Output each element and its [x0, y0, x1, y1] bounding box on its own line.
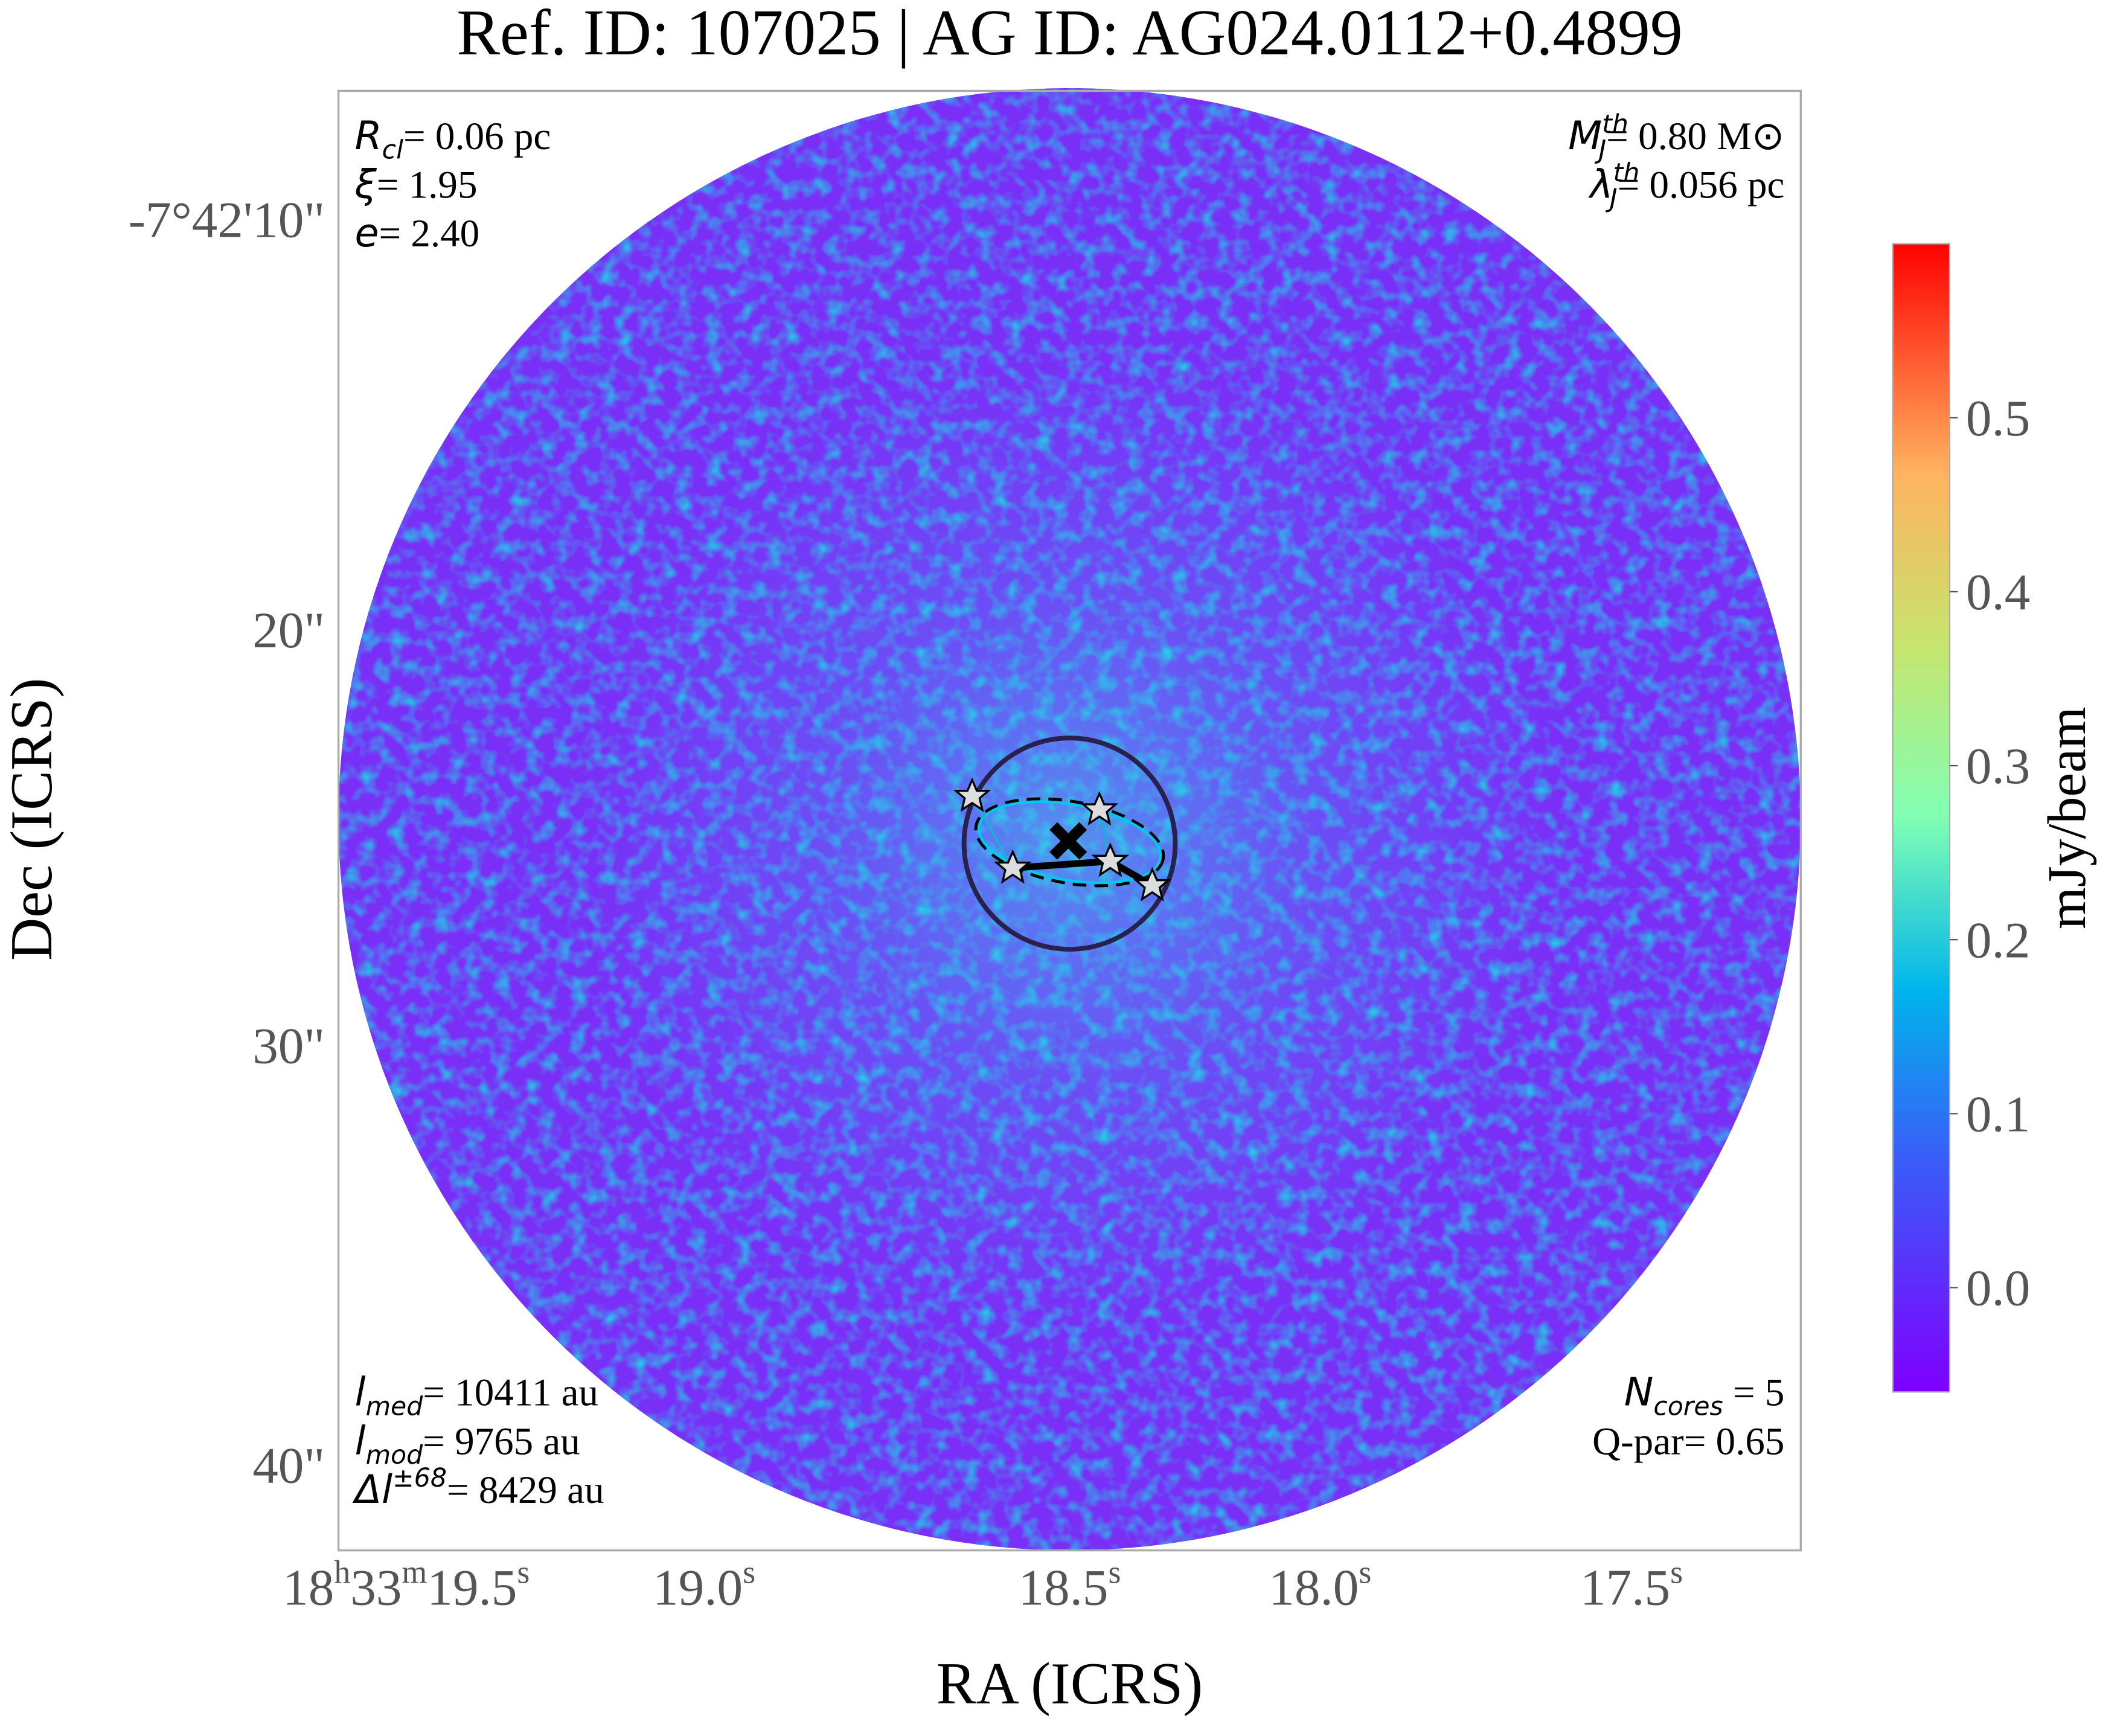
- annotation-symbol: M: [1568, 114, 1602, 159]
- annotation-symbol: ξ: [354, 162, 377, 208]
- plot-frame: [337, 89, 1802, 1552]
- annotation-text: = 0.056 pc: [1618, 164, 1785, 207]
- colorbar-tick-label: 0.0: [1966, 1260, 2030, 1317]
- annotation: lmod= 9765 au: [354, 1418, 580, 1470]
- annotation-text: = 0.80 M⊙: [1606, 115, 1784, 158]
- annotation-symbol: R: [354, 114, 382, 159]
- y-tick-label: 40": [252, 1438, 325, 1494]
- annotation: λth J= 0.056 pc: [1588, 158, 1784, 214]
- colorbar-tick-label: 0.4: [1966, 564, 2030, 621]
- y-axis-label: Dec (ICRS): [0, 678, 65, 961]
- annotation: Rcl= 0.06 pc: [354, 114, 551, 165]
- annotation-subscript: mod: [366, 1440, 424, 1470]
- annotation-symbol: N: [1624, 1370, 1654, 1415]
- intensity-map: [338, 88, 1801, 1551]
- annotation-text: = 9765 au: [423, 1420, 580, 1463]
- y-tick-label: 30": [252, 1017, 325, 1074]
- annotation: Mth J= 0.80 M⊙: [1568, 109, 1784, 165]
- x-axis-label: RA (ICRS): [937, 1651, 1203, 1717]
- annotation-text: = 1.95: [377, 164, 478, 207]
- annotation-text: = 8429 au: [447, 1469, 604, 1512]
- colorbar-tick-label: 0.1: [1966, 1086, 2030, 1142]
- annotation-text: = 5: [1723, 1371, 1785, 1415]
- colorbar-tick-label: 0.3: [1966, 738, 2030, 795]
- x-tick-label: 18.5s: [1018, 1554, 1121, 1616]
- annotation-text: = 10411 au: [423, 1371, 598, 1415]
- colorbar-tick-label: 0.5: [1966, 390, 2030, 447]
- annotation-text: = 0.65: [1684, 1420, 1785, 1463]
- y-tick-label: -7°42'10": [129, 192, 325, 249]
- annotation: ξ= 1.95: [354, 162, 477, 208]
- colorbar: [1892, 243, 1951, 1393]
- core-overlay: [953, 735, 1178, 952]
- annotation-superscript: th: [1602, 109, 1628, 139]
- x-tick-label: 18h33m19.5s: [283, 1554, 530, 1616]
- annotation-superscript: ±68: [392, 1463, 447, 1493]
- annotation: Q-par= 0.65: [1592, 1420, 1784, 1463]
- annotation-symbol: λ: [1588, 162, 1613, 208]
- annotation: Ncores = 5: [1624, 1370, 1785, 1422]
- annotation-subscript: cl: [382, 135, 403, 165]
- annotation-symbol: e: [354, 211, 379, 256]
- x-tick-label: 17.5s: [1580, 1554, 1683, 1616]
- annotation-text: = 2.40: [379, 212, 479, 255]
- annotation-symbol: Q-par: [1592, 1420, 1684, 1463]
- colorbar-label: mJy/beam: [2037, 706, 2097, 929]
- annotation-superscript: th: [1613, 158, 1640, 188]
- x-tick-label: 18.0s: [1269, 1554, 1371, 1616]
- annotation-subscript: cores: [1653, 1391, 1723, 1421]
- y-tick-label: 20": [252, 602, 325, 659]
- x-tick-label: 19.0s: [653, 1554, 755, 1616]
- annotation-symbol: l: [354, 1370, 365, 1415]
- annotation-symbol: Δl: [351, 1467, 392, 1513]
- annotation-symbol: l: [354, 1418, 365, 1464]
- annotation-text: = 0.06 pc: [403, 115, 551, 158]
- colorbar-tick-label: 0.2: [1966, 912, 2030, 969]
- annotation: lmed= 10411 au: [354, 1370, 598, 1422]
- annotation: e= 2.40: [354, 211, 479, 256]
- title: Ref. ID: 107025 | AG ID: AG024.0112+0.48…: [456, 0, 1682, 69]
- annotation-subscript: med: [366, 1391, 424, 1421]
- annotation: Δl±68= 8429 au: [351, 1463, 604, 1513]
